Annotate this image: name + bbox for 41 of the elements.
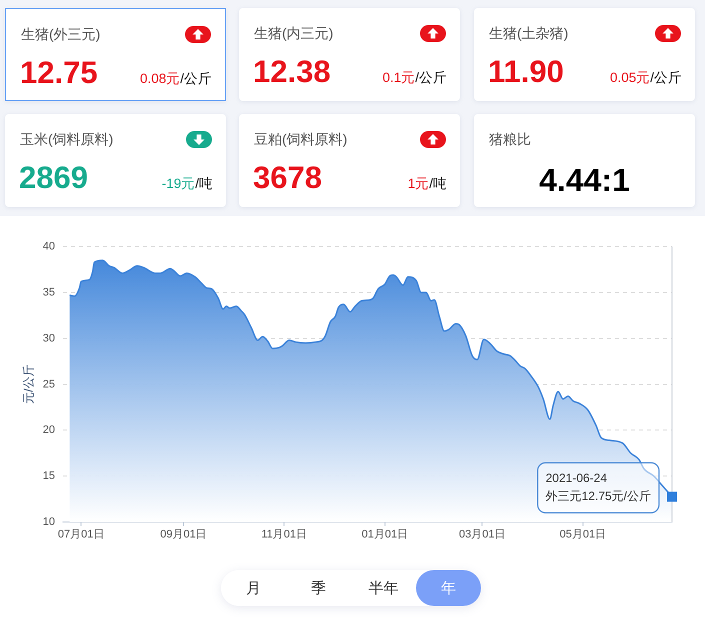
text: /吨 [429,176,447,191]
x-tick-label: 07月01日 [58,528,104,541]
y-tick-label: 20 [42,424,55,436]
text: /公斤 [650,70,682,85]
text: 生猪(外三元) [21,25,100,43]
text: 3678 [253,160,322,196]
x-tick-label: 09月01日 [160,528,207,541]
category-label: 季 [286,570,351,606]
y-tick-label: 25 [42,378,55,390]
text: 4.44:1 [538,161,631,200]
text: 0.1元 [382,70,416,85]
text: 12.75 [20,55,98,91]
y-tick-label: 35 [42,286,55,299]
x-tick-label: 03月01日 [458,528,506,541]
text: 0.05元 [610,70,650,85]
text: /公斤 [180,71,212,86]
text: 11.90 [488,54,564,90]
text: 猪粮比 [489,130,531,148]
category-label: 年 [416,570,481,606]
text: 1元 [408,176,430,191]
y-axis-title: 元/公斤 [22,364,36,404]
y-tick-label: 30 [42,332,55,344]
text: /吨 [195,176,213,191]
x-tick-label: 05月01日 [560,528,606,541]
text: 豆粕(饲料原料) [254,130,348,148]
text: 生猪(土杂猪) [489,24,568,42]
text: 0.08元 [140,71,180,86]
y-tick-label: 40 [42,240,55,253]
x-tick-label: 11月01日 [261,528,307,541]
text: /公斤 [415,70,447,85]
text: 2869 [19,160,88,196]
y-tick-label: 10 [42,516,55,528]
text: 生猪(内三元) [254,24,334,42]
category-label: 半年 [351,570,416,606]
annotation: 2021-06-24 外三元12.75元/公斤 [546,471,652,504]
text: 玉米(饲料原料) [20,130,114,148]
text: 12.38 [253,54,331,90]
x-tick-label: 01月01日 [362,528,408,541]
y-tick-label: 15 [42,470,55,482]
category-label: 月 [221,570,286,606]
text: -19元 [162,176,196,191]
